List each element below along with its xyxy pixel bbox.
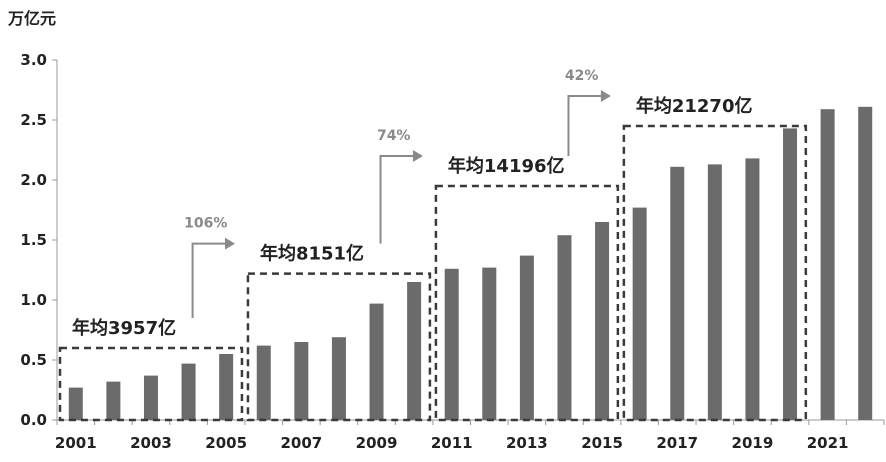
bar-2016 bbox=[632, 207, 647, 420]
bar-2012 bbox=[482, 267, 497, 420]
x-tick-label: 2019 bbox=[732, 434, 774, 452]
bar-2014 bbox=[557, 235, 572, 420]
period-average-label-1: 年均3957亿 bbox=[72, 317, 176, 339]
bar-2019 bbox=[745, 158, 760, 420]
period-box-1 bbox=[58, 346, 244, 422]
growth-arrow-1 bbox=[191, 242, 227, 318]
bar-2017 bbox=[670, 166, 685, 420]
axis-lines bbox=[56, 60, 884, 421]
bar-2021 bbox=[820, 109, 835, 420]
x-tick-label: 2005 bbox=[205, 434, 247, 452]
x-tick-label: 2003 bbox=[130, 434, 172, 452]
period-average-boxes: 年均3957亿 年均8151亿 年均14196亿 年均21270亿 bbox=[58, 95, 808, 422]
bar-2022 bbox=[858, 106, 873, 421]
x-tick-label: 2017 bbox=[656, 434, 698, 452]
bar-2004 bbox=[181, 363, 196, 420]
x-tick-label: 2015 bbox=[581, 434, 623, 452]
period-box-3 bbox=[434, 184, 620, 422]
bar-2009 bbox=[369, 303, 384, 420]
y-tick-label: 2.0 bbox=[20, 171, 47, 189]
growth-arrowhead-2 bbox=[412, 150, 423, 162]
y-axis: 0.0 0.5 1.0 1.5 2.0 2.5 3.0 bbox=[20, 51, 57, 429]
y-tick-label: 2.5 bbox=[20, 111, 47, 129]
growth-arrow-2 bbox=[379, 155, 415, 244]
growth-arrow-3 bbox=[567, 95, 603, 156]
bar-2001 bbox=[68, 387, 83, 420]
period-average-label-2: 年均8151亿 bbox=[260, 243, 364, 265]
x-tick-label: 2007 bbox=[280, 434, 322, 452]
x-axis: 2001 2003 2005 2007 2009 2011 2013 2015 2017 2019… bbox=[55, 420, 885, 452]
x-tick-label: 2001 bbox=[55, 434, 97, 452]
x-tick-label: 2021 bbox=[807, 434, 849, 452]
x-tick-label: 2011 bbox=[431, 434, 473, 452]
bar-2015 bbox=[595, 222, 610, 420]
bar-2020 bbox=[783, 128, 798, 420]
y-tick-label: 0.5 bbox=[20, 351, 47, 369]
bar-2008 bbox=[331, 337, 346, 420]
y-tick-label: 0.0 bbox=[20, 411, 47, 429]
bar-2002 bbox=[106, 381, 121, 420]
x-tick-label: 2013 bbox=[506, 434, 548, 452]
bar-2010 bbox=[407, 282, 422, 420]
y-tick-label: 3.0 bbox=[20, 51, 47, 69]
bar-2011 bbox=[444, 268, 459, 420]
growth-label-3: 42% bbox=[565, 68, 599, 84]
bar-2018 bbox=[707, 164, 722, 420]
bar-2003 bbox=[143, 375, 158, 420]
y-tick-label: 1.0 bbox=[20, 291, 47, 309]
bars bbox=[68, 106, 873, 421]
period-box-4 bbox=[622, 124, 808, 422]
growth-arrowhead-1 bbox=[224, 237, 235, 250]
y-tick-label: 1.5 bbox=[20, 231, 47, 249]
period-average-label-3: 年均14196亿 bbox=[448, 155, 565, 177]
bar-2005 bbox=[219, 354, 234, 420]
bar-2013 bbox=[519, 255, 534, 420]
growth-arrowhead-3 bbox=[600, 90, 611, 102]
period-average-label-4: 年均21270亿 bbox=[636, 95, 753, 117]
bar-2006 bbox=[256, 345, 271, 420]
growth-label-1: 106% bbox=[184, 216, 227, 232]
bar-2007 bbox=[294, 342, 309, 420]
growth-label-2: 74% bbox=[377, 128, 411, 144]
period-box-2 bbox=[246, 272, 432, 422]
growth-arrows: 106% 74% 42% bbox=[184, 68, 611, 318]
x-tick-label: 2009 bbox=[356, 434, 398, 452]
y-axis-unit-label: 万亿元 bbox=[7, 9, 56, 28]
